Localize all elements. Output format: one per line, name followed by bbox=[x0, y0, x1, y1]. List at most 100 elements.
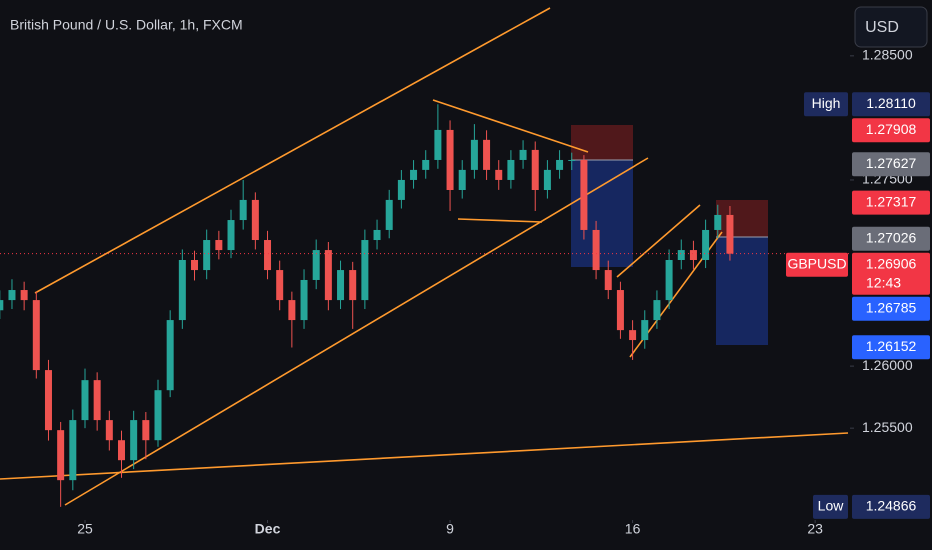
candle-body bbox=[397, 179, 405, 200]
price-tag-name: GBPUSD bbox=[787, 255, 846, 271]
candle-body bbox=[629, 330, 637, 341]
candle-body bbox=[324, 250, 332, 301]
y-tick-label: 1.28500 bbox=[862, 47, 913, 63]
candle-body bbox=[689, 250, 697, 260]
price-tag bbox=[852, 226, 930, 251]
candle-body bbox=[446, 129, 454, 191]
price-tag-label: 1.27908 bbox=[866, 121, 917, 137]
x-tick-label: 25 bbox=[77, 521, 93, 537]
stop-zone bbox=[571, 125, 633, 160]
candle-body bbox=[714, 214, 722, 230]
candle-body bbox=[483, 139, 491, 170]
candle-body bbox=[251, 199, 259, 241]
x-tick-label: Dec bbox=[255, 521, 281, 537]
price-tag-label: 1.27026 bbox=[866, 229, 917, 245]
x-tick-label: 16 bbox=[625, 521, 641, 537]
candle-body bbox=[81, 380, 89, 421]
candle-body bbox=[288, 300, 296, 321]
price-tag bbox=[852, 118, 930, 143]
candle-body bbox=[337, 270, 345, 301]
candle-body bbox=[507, 159, 515, 180]
candle-body bbox=[178, 260, 186, 321]
trend-line bbox=[34, 7, 551, 294]
candle-body bbox=[32, 300, 40, 371]
price-tag-label: 1.24866 bbox=[866, 498, 917, 514]
candle-body bbox=[422, 159, 430, 170]
candle-body bbox=[203, 240, 211, 271]
candle-body bbox=[166, 320, 174, 391]
candle-body bbox=[191, 260, 199, 271]
candle-body bbox=[726, 214, 734, 254]
candle-body bbox=[312, 250, 320, 280]
price-tag bbox=[852, 152, 930, 177]
candle-body bbox=[616, 290, 624, 331]
currency-button-label[interactable]: USD bbox=[865, 19, 899, 36]
price-tag-name-box bbox=[804, 92, 848, 117]
target-zone bbox=[571, 160, 633, 267]
price-tag-name: Low bbox=[818, 498, 845, 514]
chart-title: British Pound / U.S. Dollar, 1h, FXCM bbox=[10, 17, 243, 33]
countdown: 12:43 bbox=[866, 274, 901, 290]
candle-body bbox=[458, 169, 466, 191]
trend-line bbox=[0, 432, 849, 480]
trend-line bbox=[457, 218, 543, 223]
candle-body bbox=[0, 300, 4, 311]
candle-body bbox=[568, 159, 576, 161]
price-tag bbox=[852, 494, 930, 519]
target-zone bbox=[716, 237, 768, 345]
price-tag bbox=[852, 252, 930, 295]
candle-body bbox=[641, 320, 649, 341]
price-tag-name-box bbox=[786, 252, 848, 277]
trend-line bbox=[432, 99, 589, 153]
candle-body bbox=[470, 139, 478, 170]
candle-body bbox=[227, 220, 235, 251]
price-tag bbox=[852, 92, 930, 117]
candle-body bbox=[142, 420, 150, 441]
candle-body bbox=[215, 240, 223, 251]
x-tick-label: 23 bbox=[807, 521, 823, 537]
candle-body bbox=[677, 250, 685, 260]
candle-body bbox=[361, 240, 369, 301]
price-tag-label: 1.28110 bbox=[866, 95, 916, 111]
stop-zone bbox=[716, 200, 768, 237]
candle-body bbox=[300, 279, 308, 321]
candle-body bbox=[519, 149, 527, 160]
candle-body bbox=[434, 129, 442, 160]
candle-body bbox=[130, 420, 138, 461]
price-tag-label: 1.27627 bbox=[866, 155, 917, 171]
candle-body bbox=[580, 159, 588, 230]
candle-body bbox=[44, 370, 52, 431]
candle-body bbox=[8, 290, 16, 301]
currency-button[interactable] bbox=[854, 6, 928, 48]
candle-body bbox=[57, 430, 65, 481]
candle-body bbox=[531, 149, 539, 191]
candle-body bbox=[105, 420, 113, 441]
candle-body bbox=[543, 169, 551, 191]
candle-body bbox=[665, 260, 673, 301]
candle-body bbox=[495, 169, 503, 180]
candle-body bbox=[653, 300, 661, 321]
price-tag-label: 1.27317 bbox=[866, 193, 917, 209]
trend-line bbox=[616, 204, 701, 278]
candle-body bbox=[702, 229, 710, 260]
candle-body bbox=[264, 240, 272, 271]
price-tag bbox=[852, 190, 930, 215]
candle-body bbox=[373, 229, 381, 241]
price-tag bbox=[852, 296, 930, 321]
candle-body bbox=[410, 169, 418, 180]
trend-line bbox=[64, 157, 649, 506]
x-tick-label: 9 bbox=[446, 521, 454, 537]
candle-body bbox=[592, 229, 600, 271]
price-tag-label: 1.26785 bbox=[866, 299, 917, 315]
candle-body bbox=[604, 270, 612, 291]
price-tag-label: 1.26906 bbox=[866, 255, 917, 271]
y-tick-label: 1.26000 bbox=[862, 357, 913, 373]
candle-body bbox=[385, 199, 393, 230]
candle-body bbox=[69, 420, 77, 481]
candle-body bbox=[276, 270, 284, 301]
candle-body bbox=[556, 159, 564, 170]
price-tag-name-box bbox=[813, 494, 848, 519]
price-tag-label: 1.26152 bbox=[866, 338, 917, 354]
